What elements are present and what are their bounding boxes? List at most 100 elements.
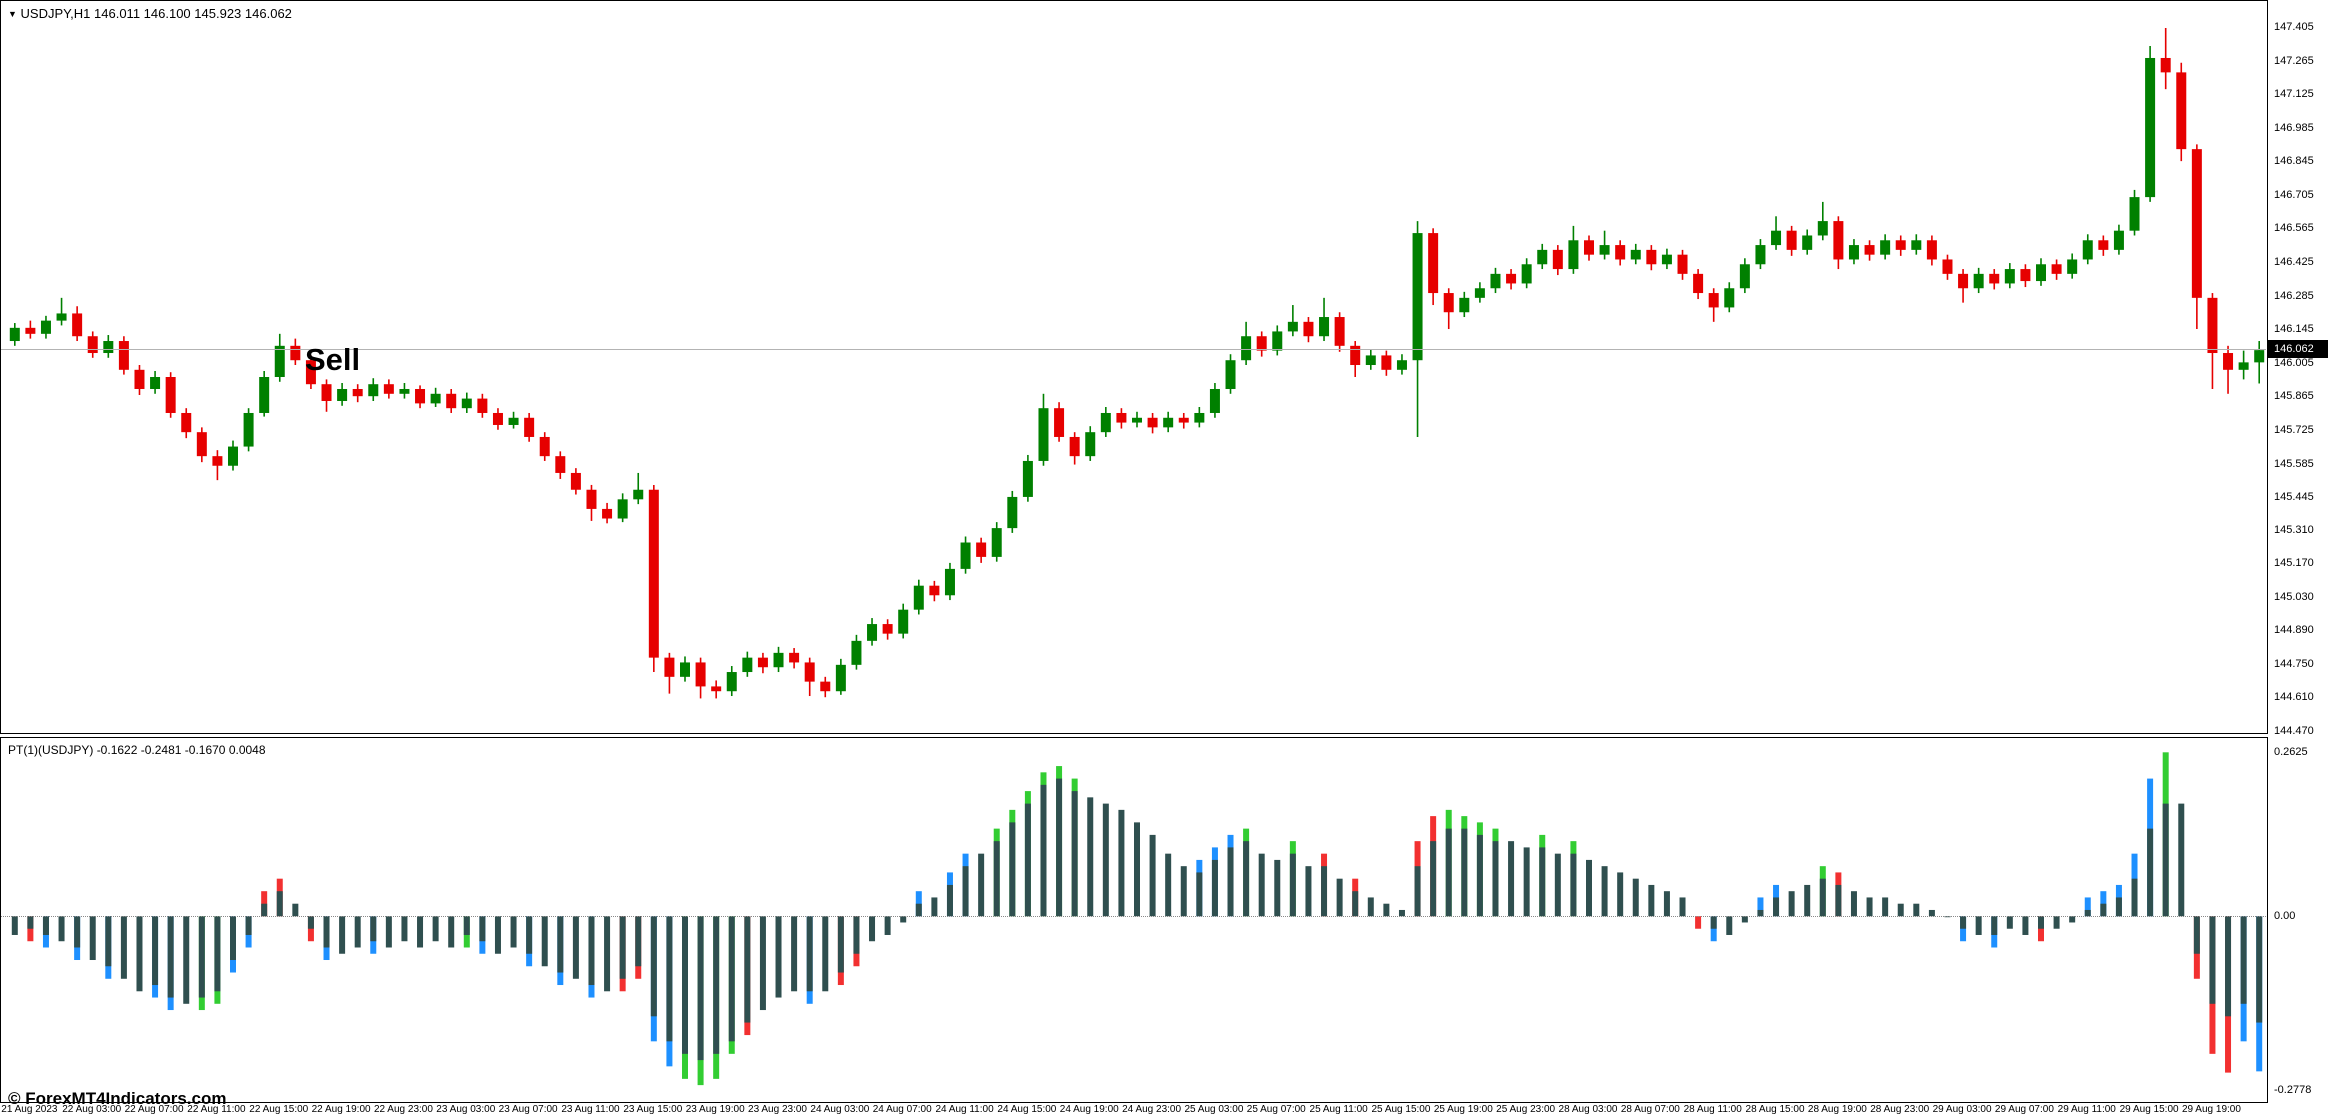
candle-bearish (118, 336, 129, 375)
histogram-bar (682, 916, 688, 1079)
candle-bearish (1443, 288, 1454, 330)
histogram-bar (1118, 809, 1125, 917)
candle-bearish (1428, 228, 1439, 306)
candle-bearish (1646, 245, 1657, 271)
histogram-bar (58, 916, 65, 942)
candle-bearish (1942, 254, 1953, 280)
histogram-bar (1071, 778, 1078, 917)
histogram-bar (1024, 791, 1031, 917)
candle-bearish (477, 393, 488, 418)
candle-bearish (415, 385, 426, 409)
histogram-bar (136, 916, 143, 992)
histogram-bar (1882, 897, 1889, 917)
time-axis-label: 22 Aug 11:00 (187, 1104, 246, 1115)
histogram-bar (2115, 884, 2122, 917)
candle-bullish (2129, 189, 2140, 236)
histogram-bar (276, 878, 283, 917)
candle-bearish (804, 657, 815, 697)
candle-bearish (25, 320, 36, 339)
price-chart-panel[interactable] (0, 0, 2268, 734)
histogram-bar (2178, 803, 2185, 917)
time-axis-label: 28 Aug 19:00 (1807, 1104, 1867, 1115)
candle-bullish (1209, 382, 1220, 418)
candle-bearish (1584, 235, 1594, 261)
indicator-value-4: 0.0048 (228, 743, 266, 757)
price-axis-label: 144.610 (2274, 691, 2314, 704)
price-axis-label: 144.750 (2274, 657, 2314, 670)
price-axis-label: 146.565 (2274, 222, 2314, 235)
histogram-bar (837, 916, 844, 986)
histogram-bar (1850, 891, 1857, 917)
candle-bearish (570, 468, 581, 495)
histogram-bar (1492, 828, 1499, 917)
histogram-bar (323, 916, 330, 961)
histogram-bar (1352, 878, 1359, 917)
candle-bearish (695, 657, 706, 699)
candle-bullish (1287, 305, 1298, 337)
candle-bullish (1163, 411, 1174, 433)
candle-bearish (2176, 62, 2187, 162)
candle-bullish (259, 371, 270, 417)
histogram-bar (635, 916, 642, 979)
candle-bearish (882, 619, 893, 640)
time-axis[interactable]: 21 Aug 2023 22 Aug 03:00 22 Aug 07:00 22 Au… (0, 1104, 2330, 1119)
histogram-bar (307, 916, 314, 942)
indicator-axis-label: -0.2778 (2274, 1084, 2312, 1096)
candle-bearish (648, 484, 659, 673)
price-axis[interactable]: 147.405 147.265 147.125 146.985 146.845 146.7… (2268, 0, 2330, 737)
candle-bullish (835, 658, 846, 695)
histogram-bar (1695, 916, 1702, 929)
candle-bearish (1958, 269, 1969, 303)
candle-bullish (56, 297, 67, 326)
time-axis-label: 29 Aug 03:00 (1932, 1104, 1992, 1115)
candle-bearish (2223, 345, 2234, 394)
candle-bearish (1864, 240, 1875, 261)
histogram-bar (1258, 853, 1265, 917)
candle-bullish (898, 603, 909, 639)
candle-bearish (2051, 259, 2062, 280)
candle-bullish (2036, 258, 2046, 286)
histogram-bar (385, 916, 392, 948)
histogram-bar (448, 916, 455, 948)
histogram-bar (1009, 809, 1016, 917)
histogram-bar (2131, 853, 2138, 917)
candle-bullish (1225, 354, 1236, 394)
symbol-name: USDJPY,H1 (20, 6, 91, 21)
histogram-bar (1367, 897, 1374, 917)
histogram-bar (2053, 916, 2060, 929)
indicator-axis[interactable]: 0.2625 0.00 -0.2778 (2268, 737, 2330, 1103)
indicator-panel[interactable] (0, 737, 2268, 1103)
candle-bullish (944, 562, 955, 601)
histogram-bar (1663, 891, 1670, 917)
histogram-bar (183, 916, 190, 1004)
histogram-bar (822, 916, 829, 992)
candle-bearish (586, 484, 597, 521)
histogram-bar (744, 916, 751, 1036)
histogram-bar (89, 916, 96, 961)
price-axis-label: 147.265 (2274, 54, 2314, 67)
candle-bullish (1474, 282, 1485, 303)
candle-bearish (181, 408, 192, 439)
candle-bearish (446, 388, 457, 413)
time-axis-label: 23 Aug 07:00 (498, 1104, 558, 1115)
time-axis-label: 21 Aug 2023 (1, 1104, 58, 1115)
time-axis-label: 22 Aug 23:00 (373, 1104, 433, 1115)
candle-bullish (1802, 229, 1813, 255)
histogram-bar (946, 872, 953, 917)
histogram-bar (2022, 916, 2029, 935)
candle-bearish (976, 537, 987, 563)
histogram-bar (666, 916, 673, 1067)
time-axis-label: 25 Aug 03:00 (1184, 1104, 1244, 1115)
candle-bearish (789, 648, 800, 669)
histogram-bar (1960, 916, 1967, 942)
candle-bearish (555, 451, 566, 479)
histogram-bar (1227, 834, 1234, 917)
time-axis-label: 29 Aug 11:00 (2057, 1104, 2116, 1115)
price-axis-label: 144.890 (2274, 624, 2314, 637)
candle-bullish (337, 382, 348, 406)
histogram-bar (1570, 841, 1577, 917)
histogram-bar (1726, 916, 1733, 935)
histogram-bar (915, 891, 922, 917)
candle-bullish (1599, 230, 1610, 260)
